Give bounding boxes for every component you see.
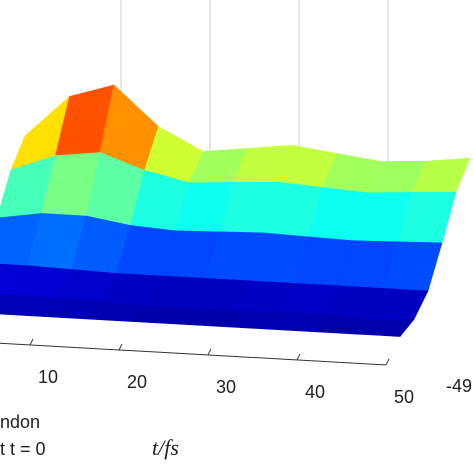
x-tick bbox=[207, 348, 212, 356]
x-tick bbox=[385, 358, 390, 366]
x-tick-label: 20 bbox=[127, 372, 147, 392]
x-axis bbox=[0, 342, 387, 366]
x-tick-label: 50 bbox=[394, 387, 414, 407]
x-tick bbox=[296, 353, 301, 361]
annotation: t t = 0 bbox=[0, 439, 46, 459]
annotation: ndon bbox=[0, 412, 40, 432]
x-tick-label: 30 bbox=[216, 377, 236, 397]
x-axis-label: t/fs bbox=[152, 435, 179, 460]
surface-patch bbox=[354, 319, 415, 337]
x-tick-label: 40 bbox=[305, 382, 325, 402]
x-tick bbox=[118, 343, 123, 351]
y-tick-label: -49 bbox=[446, 376, 472, 396]
surface bbox=[0, 84, 471, 337]
x-tick-label: 10 bbox=[38, 367, 58, 387]
x-tick bbox=[29, 338, 34, 346]
axes: 10 20 30 40 50 bbox=[0, 338, 414, 407]
